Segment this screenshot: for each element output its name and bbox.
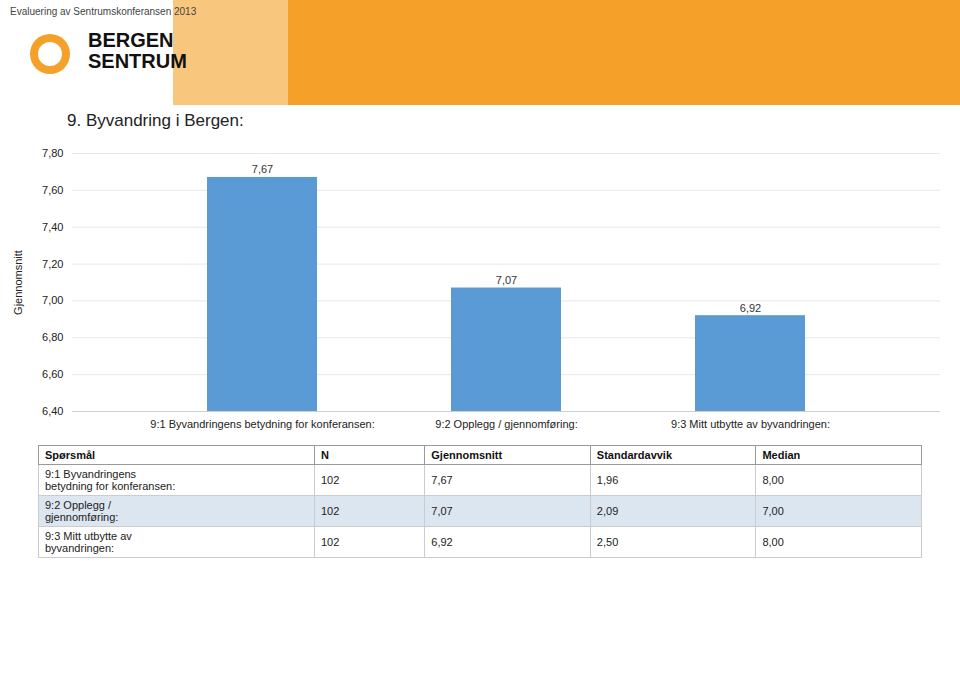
svg-text:9:3 Mitt utbytte av byvandring: 9:3 Mitt utbytte av byvandringen: [671, 418, 830, 430]
html-text:2,09: 2,09 [596, 505, 619, 517]
html-text:7,00: 7,00 [762, 505, 784, 517]
svg-text:7,20: 7,20 [42, 258, 63, 270]
html-text:9:2 Opplegg / gjennomføring:: 9:2 Opplegg / gjennomføring: [45, 499, 119, 523]
svg-text:7,80: 7,80 [42, 147, 63, 159]
html-text:102: 102 [320, 536, 340, 548]
html-text:8,00: 8,00 [762, 474, 784, 486]
html-text:9. Byvandring i Bergen:: 9. Byvandring i Bergen: [67, 111, 244, 130]
html-text:Spørsmål: Spørsmål [45, 449, 96, 461]
html-text:1,96: 1,96 [596, 474, 619, 486]
html-text:Standardavvik: Standardavvik [596, 449, 672, 461]
html-text:6,92: 6,92 [431, 536, 453, 548]
svg-text:7,40: 7,40 [42, 221, 63, 233]
svg-text:Gjennomsnitt: Gjennomsnitt [12, 250, 24, 315]
svg-text:9:2 Opplegg / gjennomføring:: 9:2 Opplegg / gjennomføring: [435, 418, 577, 430]
html-text:Gjennomsnitt: Gjennomsnitt [431, 449, 503, 461]
svg-text:7,07: 7,07 [496, 274, 517, 286]
html-text:2,50: 2,50 [596, 536, 619, 548]
svg-text:6,60: 6,60 [42, 368, 63, 380]
svg-text:7,67: 7,67 [252, 163, 273, 175]
html-text:7,07: 7,07 [431, 505, 453, 517]
html-text:Median: Median [762, 449, 801, 461]
html-text:9:3 Mitt utbytte av byvandring: 9:3 Mitt utbytte av byvandringen: [45, 530, 132, 554]
html-text:7,67: 7,67 [431, 474, 453, 486]
html-text:N: N [320, 449, 329, 461]
svg-text:9:1 Byvandringens betydning fo: 9:1 Byvandringens betydning for konferan… [150, 418, 374, 430]
html-text:102: 102 [320, 505, 340, 517]
svg-text:7,60: 7,60 [42, 184, 63, 196]
html-text:102: 102 [320, 474, 340, 486]
svg-text:6,40: 6,40 [42, 405, 63, 417]
html-text:BERGEN SENTRUM: BERGEN SENTRUM [88, 29, 187, 72]
html-text:9:1 Byvandringens betydning fo: 9:1 Byvandringens betydning for konferan… [45, 468, 176, 492]
html-text:Evaluering av Sentrumskonferan: Evaluering av Sentrumskonferansen 2013 [10, 6, 197, 17]
svg-text:6,92: 6,92 [740, 302, 761, 314]
svg-text:7,00: 7,00 [42, 294, 63, 306]
html-text:8,00: 8,00 [762, 536, 784, 548]
svg-text:6,80: 6,80 [42, 331, 63, 343]
